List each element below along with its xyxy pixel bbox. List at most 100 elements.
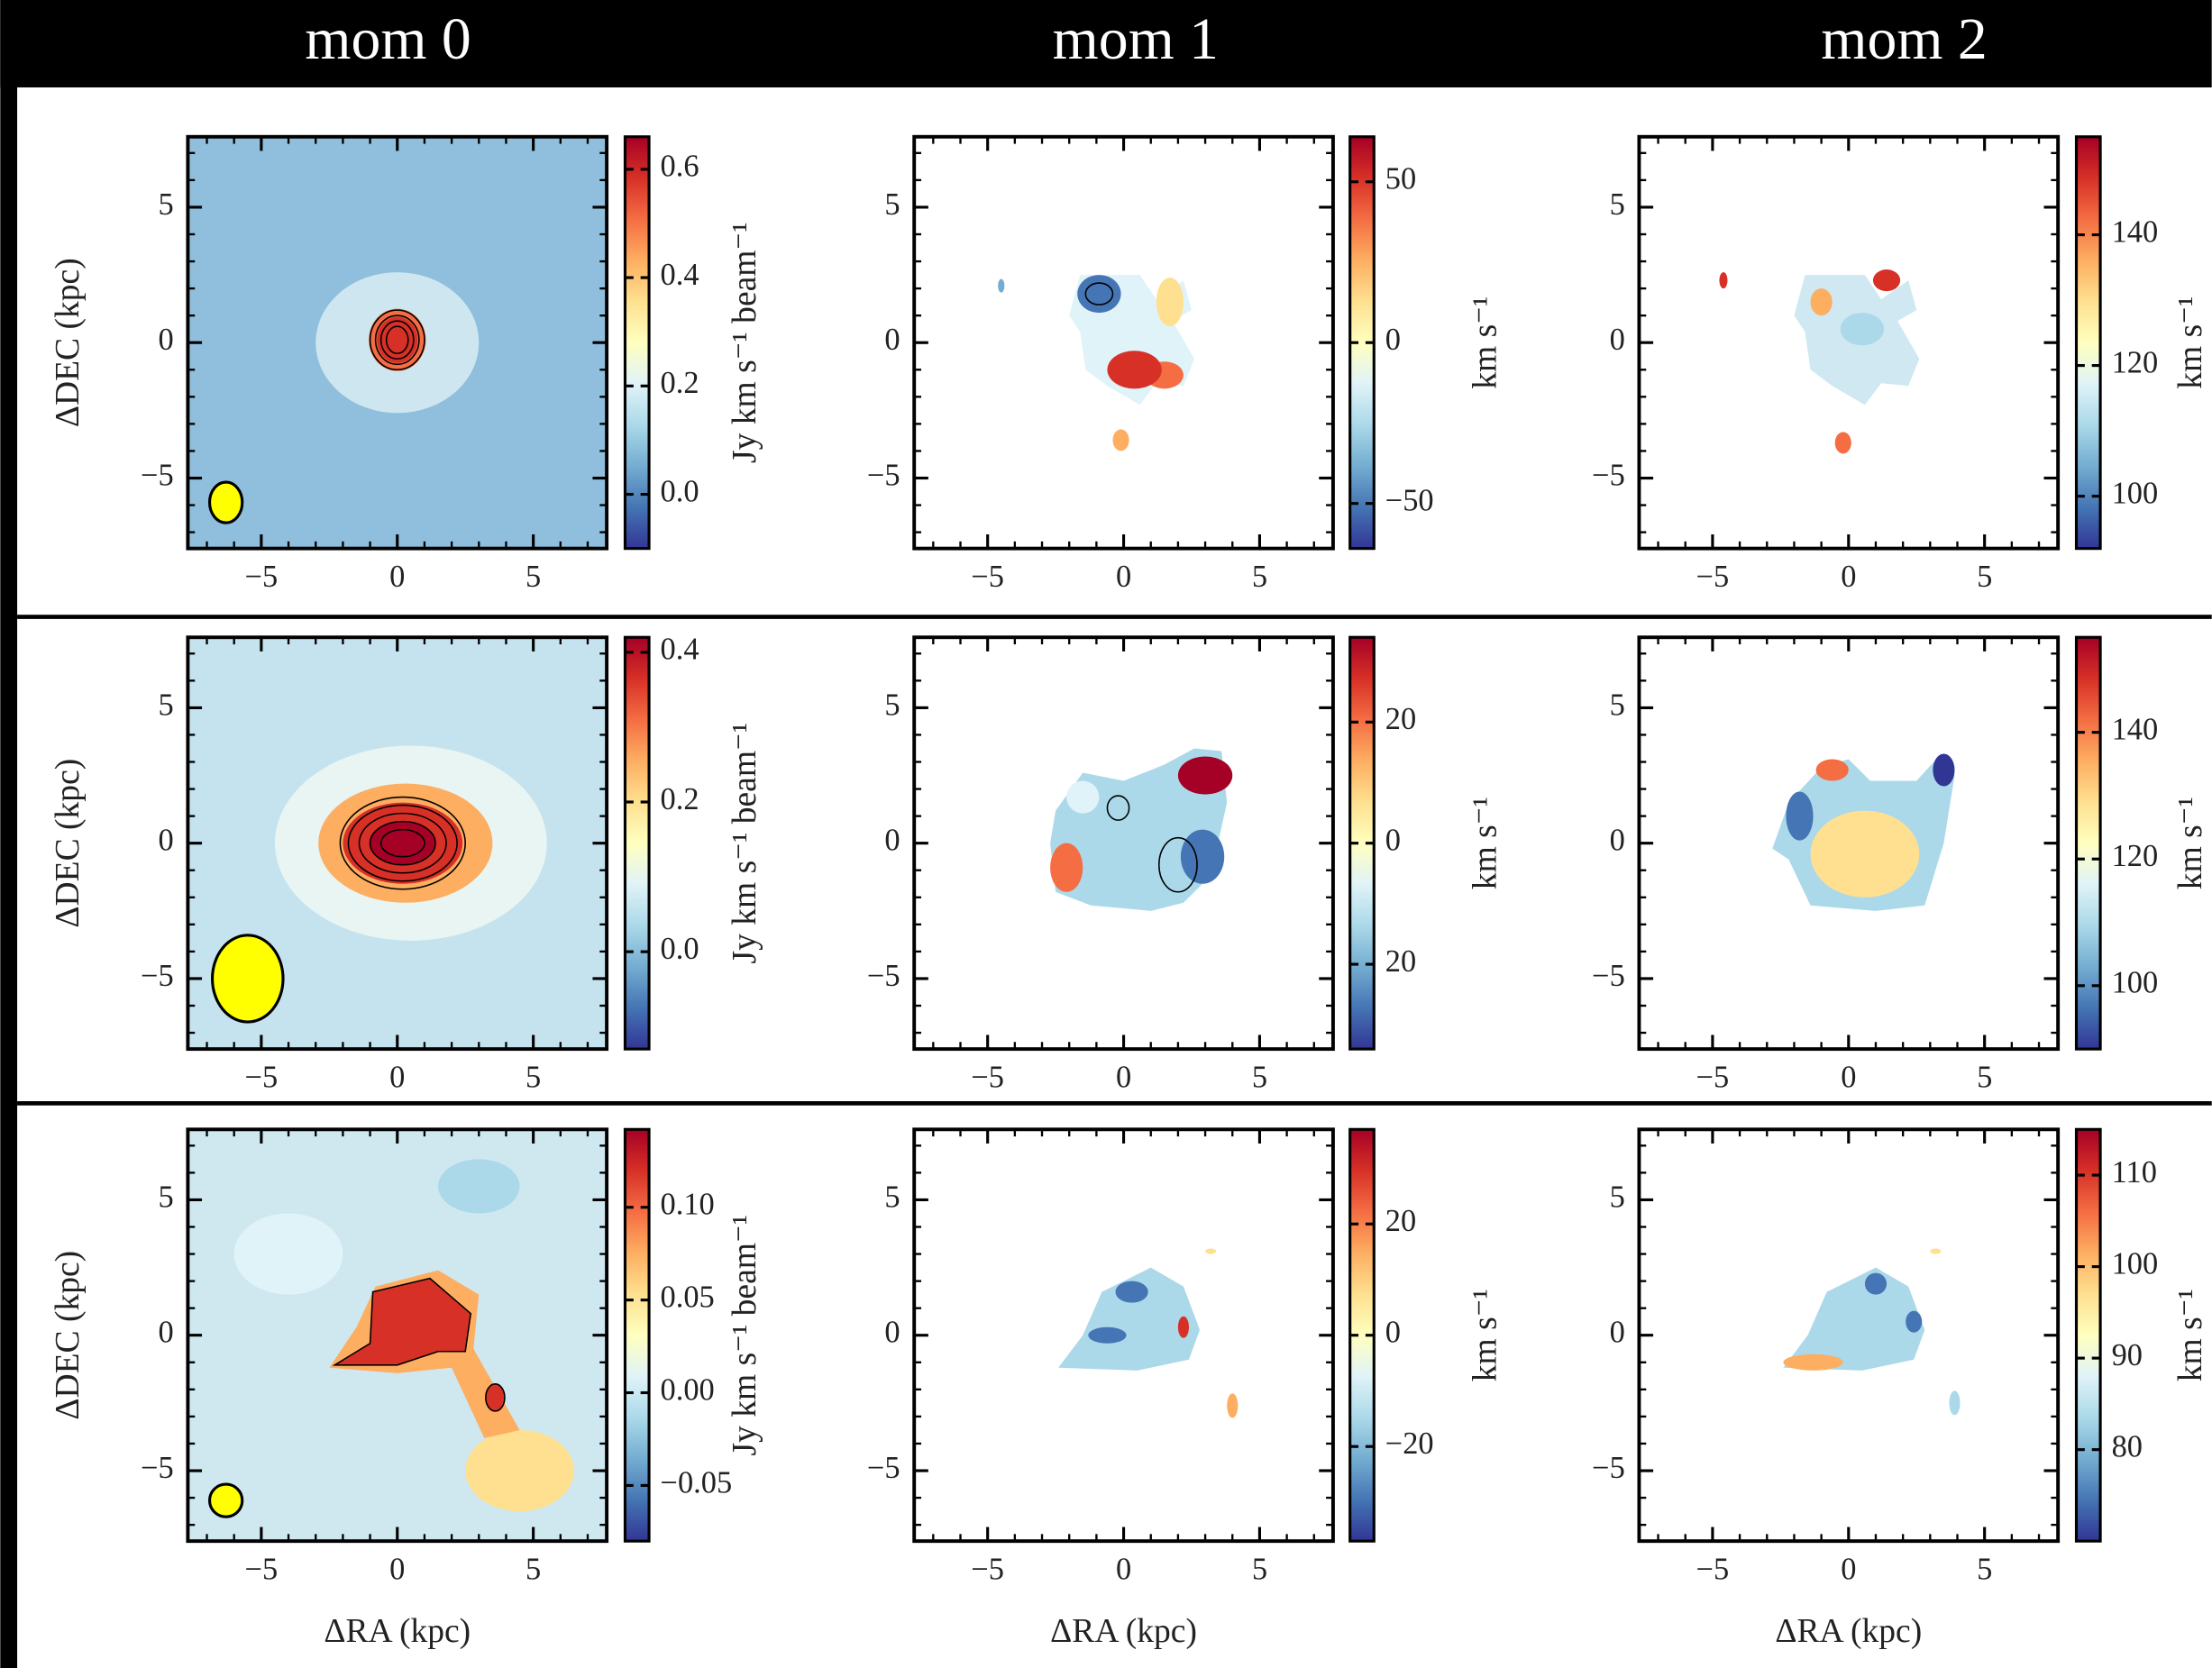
- colorbar-tick-label: 50: [1385, 162, 1416, 196]
- emission-region: [1815, 759, 1849, 781]
- panel: −5 0 5 −5 0 5 ΔDEC (kpc) 0.0 0.2 0.4 0.6 Jy km s⁻¹ …: [50, 134, 763, 594]
- x-tick-label: −5: [1696, 1553, 1730, 1587]
- emission-region: [1783, 1267, 1925, 1371]
- column-header: mom 0: [305, 6, 471, 72]
- panel: −5 0 5 −5 0 5 ΔRA (kpc) ΔDEC (kpc) −0.05 0.00 0.05…: [50, 1127, 763, 1650]
- y-axis-label: ΔDEC (kpc): [50, 258, 87, 427]
- emission-region: [1783, 1354, 1843, 1371]
- contour: [358, 812, 447, 874]
- colorbar: [2074, 135, 2102, 551]
- emission-region: [1088, 1326, 1127, 1344]
- x-tick-label: 0: [1116, 1060, 1131, 1094]
- contour: [485, 1383, 506, 1412]
- x-tick-label: 0: [389, 1553, 405, 1587]
- x-tick-label: −5: [971, 1060, 1004, 1094]
- colorbar-label: km s⁻¹: [2172, 1289, 2209, 1381]
- colorbar-tick-label: 20: [1385, 944, 1416, 979]
- x-tick-label: 5: [1252, 560, 1267, 594]
- colorbar-tick-label: 0.0: [661, 474, 699, 508]
- y-tick-label: 0: [1610, 824, 1625, 858]
- colorbar-tick-label: 0.4: [661, 258, 699, 292]
- map-image: [1783, 1248, 1961, 1416]
- x-tick-label: 5: [526, 1553, 541, 1587]
- x-tick-label: −5: [1696, 560, 1730, 594]
- x-axis-label: ΔRA (kpc): [324, 1613, 471, 1650]
- x-tick-label: 5: [1252, 1553, 1267, 1587]
- colorbar-label: km s⁻¹: [1467, 797, 1504, 889]
- map-image: [187, 1129, 608, 1542]
- y-tick-label: 5: [1610, 688, 1625, 722]
- panel: −5 0 5 −5 0 5 ΔDEC (kpc) 0.0 0.2 0.4 Jy km s⁻¹ bea…: [50, 633, 763, 1095]
- colorbar-tick-label: 0.2: [661, 782, 699, 816]
- emission-region: [1872, 269, 1901, 292]
- map-image: [1772, 753, 1955, 911]
- map-image: [187, 637, 608, 1050]
- emission-region: [1077, 275, 1121, 314]
- contour: [379, 320, 415, 360]
- colorbar-tick-label: −20: [1385, 1426, 1434, 1461]
- colorbar-tick-label: 120: [2112, 346, 2159, 380]
- y-tick-label: 5: [1610, 1180, 1625, 1214]
- colorbar: [623, 635, 651, 1051]
- colorbar: [2074, 635, 2102, 1051]
- y-axis-label: ΔDEC (kpc): [50, 759, 87, 928]
- header-bar: [0, 0, 2212, 88]
- y-tick-label: −5: [1592, 959, 1625, 993]
- column-header: mom 1: [1053, 6, 1219, 72]
- emission-region: [438, 1159, 520, 1214]
- x-tick-label: −5: [245, 560, 279, 594]
- emission-region: [1205, 1248, 1217, 1254]
- emission-region: [1786, 791, 1814, 841]
- x-tick-label: −5: [971, 1553, 1004, 1587]
- panel: −5 0 5 −5 0 5 100 120 140 km s⁻¹: [1592, 134, 2209, 594]
- y-tick-label: 0: [884, 824, 900, 858]
- colorbar: [623, 135, 651, 551]
- x-tick-label: 0: [389, 1060, 405, 1094]
- colorbar-label: Jy km s⁻¹ beam⁻¹: [727, 1215, 763, 1456]
- emission-region: [332, 1277, 472, 1366]
- colorbar-tick-label: 140: [2112, 214, 2159, 249]
- panel: −5 0 5 −5 0 5 20 0 20 km s⁻¹: [867, 635, 1504, 1094]
- panel: −5 0 5 −5 0 5 ΔRA (kpc) 80 90 100 110 km s⁻¹: [1592, 1127, 2209, 1650]
- beam: [210, 934, 285, 1024]
- y-tick-label: −5: [1592, 458, 1625, 492]
- x-tick-label: 5: [1977, 1060, 1992, 1094]
- y-tick-label: 5: [159, 187, 174, 222]
- colorbar-tick-label: 100: [2112, 966, 2159, 1000]
- colorbar-tick-label: 140: [2112, 713, 2159, 747]
- y-tick-label: −5: [141, 458, 174, 492]
- row-separator: [17, 1101, 2212, 1106]
- y-tick-label: 0: [884, 323, 900, 357]
- emission-region: [1177, 756, 1233, 795]
- colorbar-label: km s⁻¹: [2172, 797, 2209, 889]
- emission-region: [1115, 1281, 1148, 1303]
- colorbar-tick-label: 0.6: [661, 150, 699, 184]
- x-tick-label: 0: [389, 560, 405, 594]
- emission-region: [1810, 288, 1833, 316]
- emission-region: [1840, 313, 1885, 346]
- x-tick-label: 5: [526, 560, 541, 594]
- y-tick-label: 5: [159, 1180, 174, 1214]
- emission-region: [485, 1383, 505, 1411]
- emission-region: [1107, 351, 1162, 389]
- colorbar-tick-label: 0.00: [661, 1372, 715, 1407]
- x-tick-label: 5: [1977, 1553, 1992, 1587]
- colorbar-label: km s⁻¹: [1467, 296, 1504, 389]
- x-tick-label: 5: [1252, 1060, 1267, 1094]
- emission-region: [1050, 843, 1083, 892]
- map-image: [1050, 748, 1233, 911]
- emission-region: [1930, 1248, 1942, 1254]
- x-tick-label: −5: [245, 1060, 279, 1094]
- y-tick-label: −5: [141, 1451, 174, 1485]
- colorbar-tick-label: 0.0: [661, 932, 699, 966]
- emission-region: [1180, 829, 1225, 884]
- y-tick-label: 0: [1610, 323, 1625, 357]
- x-tick-label: −5: [245, 1553, 279, 1587]
- colorbar-tick-label: 0.4: [661, 633, 699, 667]
- y-tick-label: −5: [867, 959, 900, 993]
- x-tick-label: 5: [526, 1060, 541, 1094]
- contour: [369, 309, 425, 371]
- x-axis-label: ΔRA (kpc): [1775, 1613, 1922, 1650]
- y-tick-label: −5: [867, 1451, 900, 1485]
